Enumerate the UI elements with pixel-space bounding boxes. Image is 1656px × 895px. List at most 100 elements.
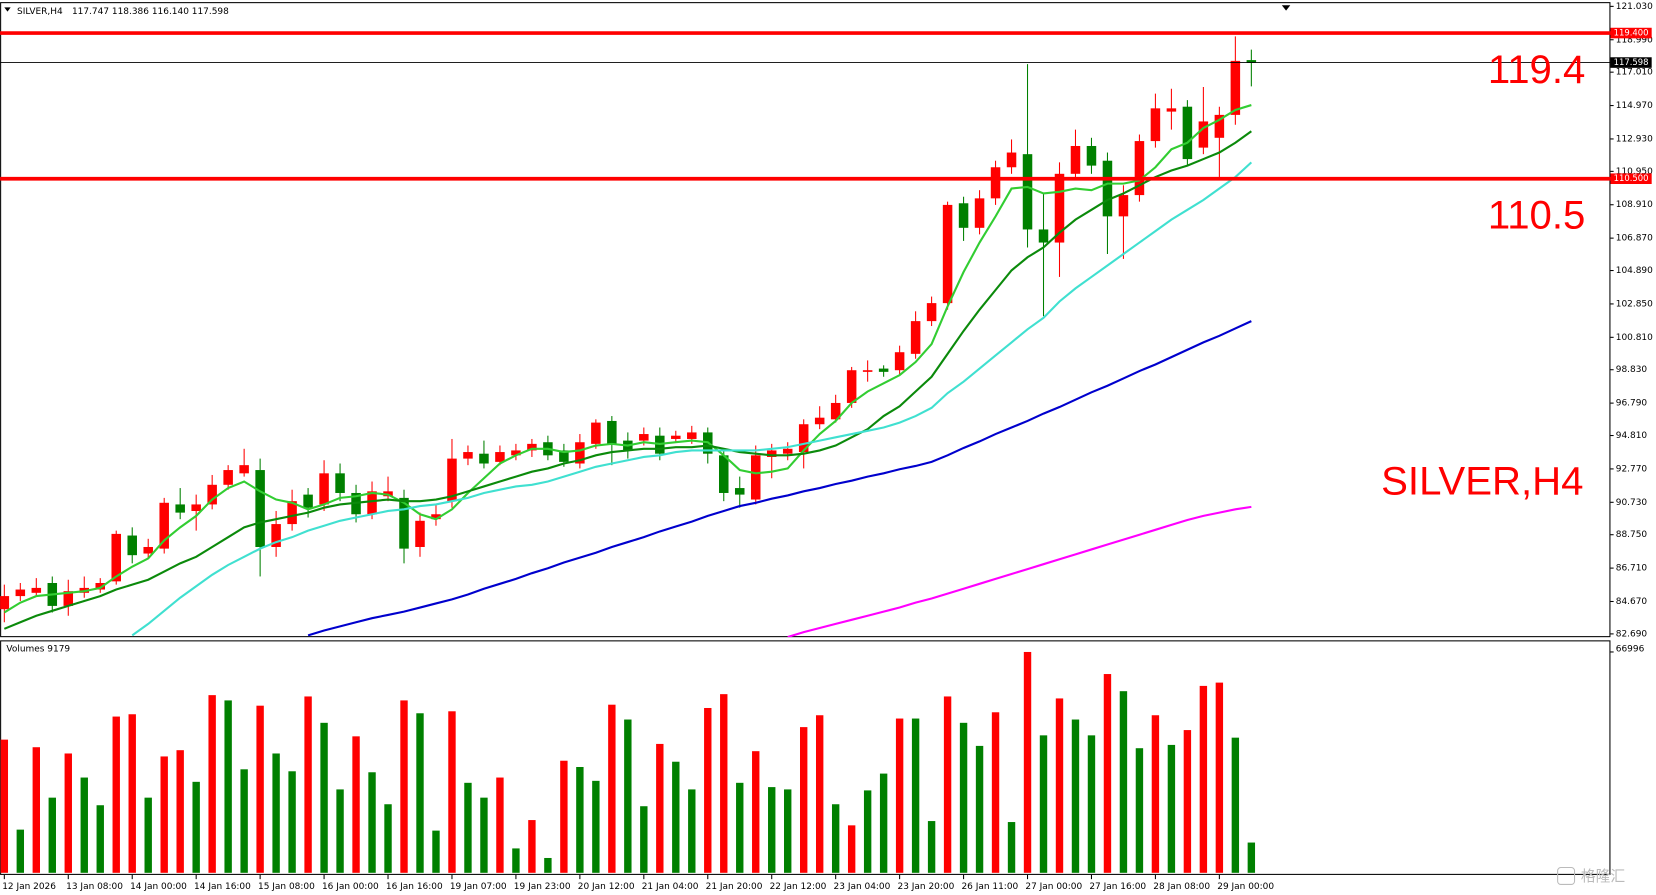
candle-body (463, 452, 473, 459)
volume-bar (448, 711, 456, 873)
volume-bar (144, 797, 152, 873)
candle-body (1022, 154, 1033, 230)
volume-bar (480, 797, 488, 873)
volume-bar (847, 825, 856, 873)
volume-bar (304, 696, 312, 873)
price-plot (0, 36, 1257, 638)
moving-average (787, 505, 1252, 638)
candle-body (335, 473, 345, 493)
candle-body (415, 520, 425, 547)
volume-bar (911, 718, 920, 873)
volume-bar (879, 773, 888, 873)
y-tick-label: 94.810 (1616, 431, 1648, 441)
volume-bar (544, 857, 552, 873)
volume-bar (80, 777, 88, 873)
candle-body (223, 470, 233, 485)
volume-bar (256, 705, 264, 873)
candle-body (31, 587, 42, 593)
volume-bar (1087, 735, 1096, 873)
volume-bar (1167, 744, 1176, 873)
volume-bar (128, 714, 136, 873)
level-marker-label: 110.500 (1614, 173, 1649, 183)
volume-bar (496, 777, 504, 873)
volume-y-tick-label: 66996 (1616, 644, 1645, 654)
x-tick-label: 19 Jan 07:00 (450, 882, 507, 892)
candle-body (671, 435, 681, 439)
x-tick-label: 27 Jan 16:00 (1089, 882, 1146, 892)
volume-bar (176, 750, 184, 873)
x-tick-label: 29 Jan 00:00 (1217, 882, 1274, 892)
x-tick-label: 16 Jan 00:00 (322, 882, 379, 892)
y-tick-label: 82.690 (1616, 629, 1648, 639)
volume-bar (1023, 651, 1032, 873)
volume-bar (1183, 730, 1192, 873)
candle-body (926, 303, 937, 322)
volume-bar (640, 806, 648, 873)
moving-average (3, 130, 1252, 630)
candle-body (846, 370, 857, 403)
candle-body (734, 488, 745, 495)
x-tick-label: 13 Jan 08:00 (66, 882, 123, 892)
volume-bar (815, 715, 824, 873)
candle-body (942, 204, 953, 304)
y-tick-label: 121.030 (1616, 2, 1653, 12)
volume-bar (608, 704, 616, 873)
volume-bar (160, 756, 168, 873)
volume-bar (831, 804, 840, 873)
volume-bar (32, 747, 40, 873)
volume-bar (192, 781, 200, 873)
volume-bar (991, 712, 1000, 873)
volume-bar (895, 718, 904, 873)
candle-body (639, 434, 649, 441)
y-tick-label: 92.770 (1616, 464, 1648, 474)
candle-body (1230, 60, 1241, 115)
x-tick-label: 14 Jan 00:00 (130, 882, 187, 892)
volume-bar (416, 713, 424, 873)
volume-bar (1119, 691, 1128, 873)
volume-bar (272, 753, 280, 873)
volume-bar (784, 789, 792, 873)
volume-bar (1199, 685, 1208, 873)
candle-body (1006, 152, 1017, 168)
volume-bar (1215, 682, 1224, 873)
candle-body (1054, 173, 1065, 243)
candle-body (111, 533, 121, 582)
level-annotation: 119.4 (1488, 47, 1585, 92)
volume-bar (432, 830, 440, 873)
candle-body (399, 497, 409, 549)
volume-bar (592, 780, 600, 873)
level-marker (1610, 27, 1652, 39)
volume-bar (799, 727, 808, 873)
candle-body (479, 453, 489, 464)
candle-body (990, 167, 1001, 199)
volume-bar (624, 719, 632, 873)
volume-bar (1103, 674, 1112, 873)
x-tick-label: 26 Jan 11:00 (961, 882, 1018, 892)
volume-bar (656, 743, 664, 873)
candle-body (750, 455, 761, 500)
candle-body (127, 535, 137, 556)
level-annotation: 110.5 (1488, 192, 1585, 237)
candle-body (591, 422, 601, 444)
volume-bar (752, 751, 760, 873)
volume-bar (384, 804, 392, 873)
candle-body (814, 417, 825, 425)
volume-bar (352, 736, 360, 873)
candle-body (287, 501, 297, 525)
x-tick-label: 16 Jan 16:00 (386, 882, 443, 892)
volume-bar (560, 760, 568, 873)
volume-bar (704, 707, 712, 873)
candle-body (1038, 229, 1049, 243)
volume-bar (1039, 735, 1048, 873)
menu-arrow[interactable] (4, 7, 11, 12)
price-panel (0, 2, 1611, 638)
candle-body (527, 443, 537, 451)
volume-bar (112, 716, 120, 873)
watermark-logo (1557, 866, 1576, 885)
volume-bar (1231, 737, 1240, 873)
y-tick-label: 86.710 (1616, 564, 1648, 574)
candle-body (1214, 114, 1225, 138)
x-tick-label: 28 Jan 08:00 (1153, 882, 1210, 892)
volume-bar (16, 829, 25, 873)
